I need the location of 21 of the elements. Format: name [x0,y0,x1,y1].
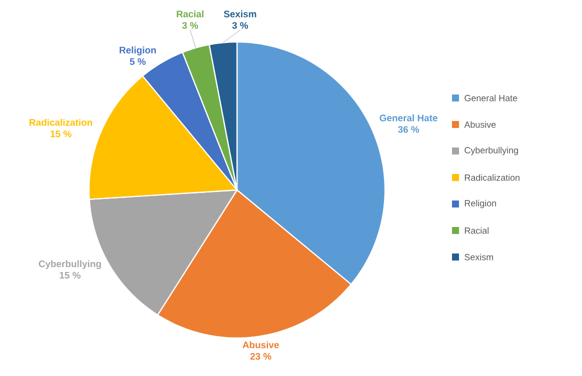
data-label: 23 % [250,353,272,360]
data-label: 5 % [130,58,146,65]
slice-label: Racial [176,10,204,18]
data-label: 36 % [398,126,420,133]
legend-label: Racial [464,227,489,234]
legend-label: Cyberbullying [464,146,518,156]
slice-label: Sexism [224,10,256,18]
slice-label: General Hate [380,114,438,122]
legend-label: Abusive [464,121,496,128]
data-label: 15 % [50,130,72,138]
legend-label: Radicalization [464,174,520,181]
legend-label: Religion [464,200,496,208]
slice-label: Cyberbullying [38,260,101,270]
data-label: 15 % [60,272,81,279]
legend-label: Sexism [464,254,494,260]
data-label: 3 % [232,22,248,29]
slice-label: Abusive [242,341,279,348]
data-label: 3 % [182,22,198,29]
slice-label: Radicalization [30,118,92,126]
slice-label: Religion [120,46,156,56]
legend-label: General Hate [464,94,518,102]
